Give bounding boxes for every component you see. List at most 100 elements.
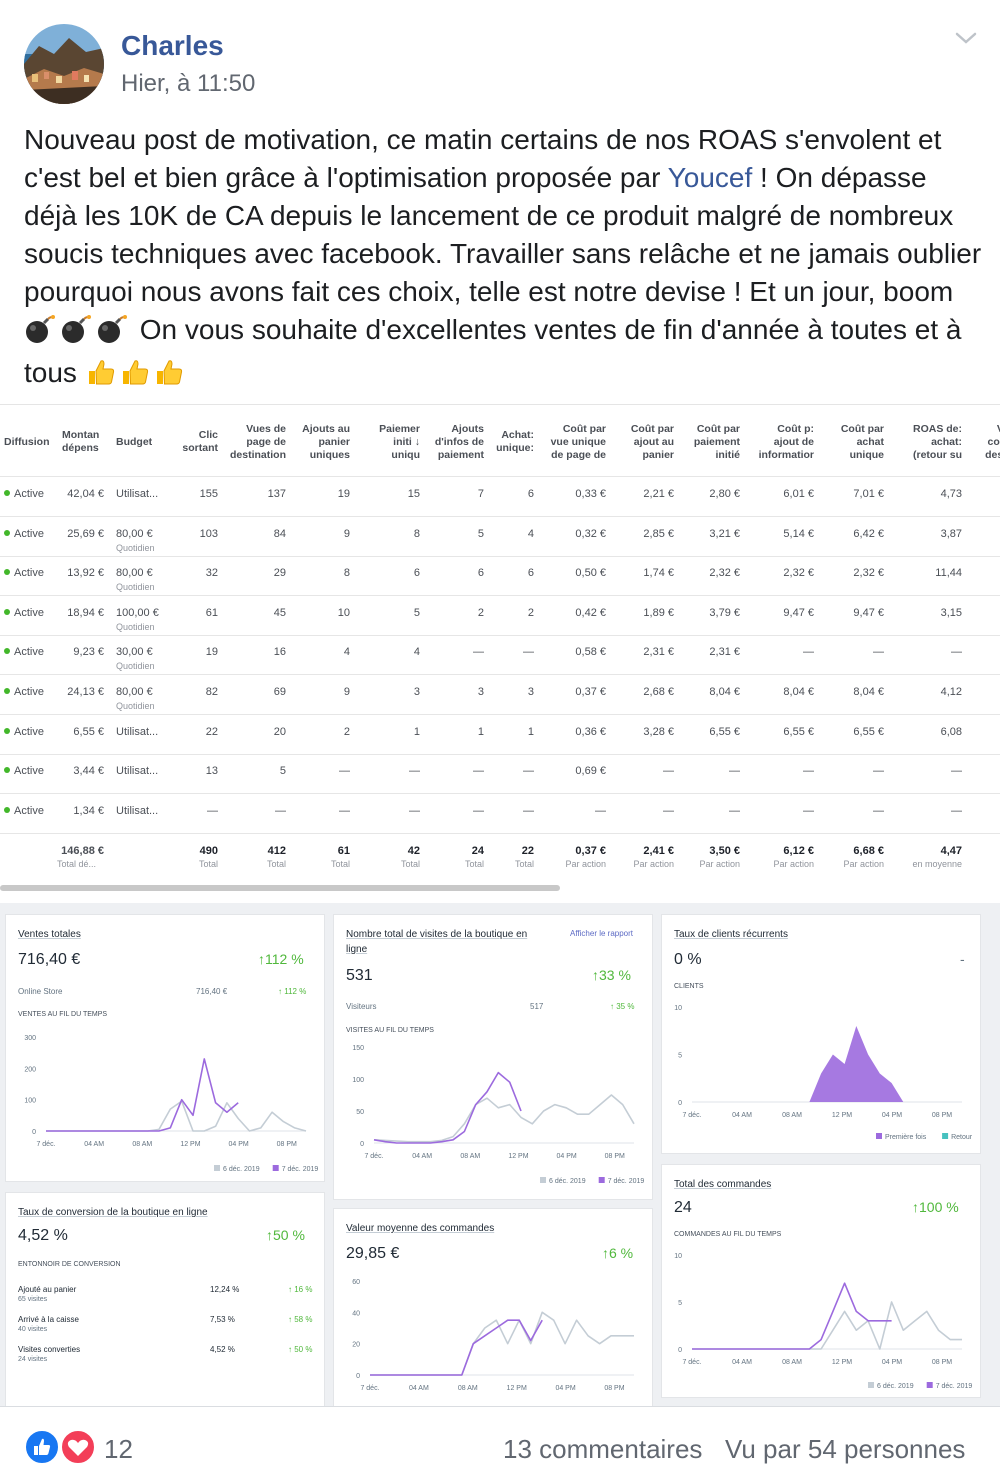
metric-cell: 103 bbox=[199, 527, 218, 540]
column-header[interactable]: Paiemer initi ↓ uniqu bbox=[379, 423, 420, 461]
metric-cell: 5 bbox=[279, 765, 286, 778]
total-value: 3,50 € bbox=[709, 845, 740, 858]
column-header[interactable]: Clic sortant bbox=[182, 429, 218, 454]
column-header[interactable]: Vues de page de destination bbox=[229, 423, 286, 461]
column-header[interactable]: Coût p: ajout de informatior bbox=[758, 423, 814, 461]
author-name[interactable]: Charles bbox=[121, 30, 224, 61]
reactions-icons[interactable] bbox=[24, 1429, 98, 1465]
x-tick-label: 04 AM bbox=[409, 1385, 429, 1392]
total-label: Par action bbox=[633, 859, 674, 870]
total-value: 6,12 € bbox=[783, 845, 814, 858]
table-row[interactable] bbox=[0, 675, 1000, 715]
legend-swatch bbox=[942, 1133, 949, 1139]
active-status-dot bbox=[4, 569, 10, 576]
x-tick-label: 04 PM bbox=[882, 1112, 902, 1119]
chevron-down-icon[interactable] bbox=[952, 28, 980, 48]
column-header[interactable]: Coût par vue unique de page de bbox=[550, 423, 606, 461]
column-header[interactable]: Coût par paiement initié bbox=[693, 423, 740, 461]
card-value: 0 % bbox=[674, 951, 702, 968]
metric-cell: 2,31 € bbox=[709, 646, 740, 659]
comments-count[interactable]: 13 commentaires bbox=[503, 1434, 703, 1464]
legend-swatch bbox=[598, 1177, 605, 1183]
metric-cell: 3 bbox=[477, 686, 484, 698]
table-row[interactable] bbox=[0, 556, 1000, 597]
visits-current-series bbox=[373, 1071, 522, 1144]
seen-by-count[interactable]: Vu par 54 personnes bbox=[725, 1434, 966, 1464]
like-icon bbox=[24, 1429, 60, 1465]
avatar[interactable] bbox=[24, 24, 104, 104]
column-header[interactable]: Coût par ajout au panier bbox=[630, 423, 674, 461]
metric-cell: — bbox=[873, 765, 884, 778]
column-header[interactable]: Val conv des a bbox=[985, 423, 1000, 461]
total-value: 4,47 bbox=[940, 845, 962, 858]
sales-chart: 300 200 100 07 déc. 04 AM 08 AM 12 PM 04 PM 08 P… bbox=[24, 1035, 318, 1173]
column-header[interactable]: Budget bbox=[116, 436, 153, 448]
table-row[interactable] bbox=[0, 477, 1000, 517]
post-image[interactable]: Diffusion Montan dépens Budget Clic sortant… bbox=[0, 404, 1000, 1406]
column-header[interactable]: Ajouts d'infos de paiement bbox=[434, 423, 484, 461]
x-tick-label: 08 AM bbox=[782, 1112, 802, 1119]
table-row[interactable] bbox=[0, 517, 1000, 557]
column-header[interactable]: Diffusion bbox=[4, 436, 50, 448]
table-row[interactable] bbox=[0, 596, 1000, 636]
column-header[interactable]: Coût par achat unique bbox=[840, 423, 884, 461]
budget-type: Quotidien bbox=[116, 661, 155, 672]
legend-swatch bbox=[926, 1382, 933, 1388]
reaction-count[interactable]: 12 bbox=[104, 1434, 133, 1464]
metric-cell: 4,12 bbox=[940, 686, 962, 698]
x-tick-label: 7 déc. bbox=[36, 1141, 55, 1148]
metric-cell: 6 bbox=[413, 567, 420, 580]
x-tick-label: 7 déc. bbox=[682, 1112, 701, 1119]
card-delta: ↑33 % bbox=[592, 967, 631, 983]
y-tick-label: 40 bbox=[352, 1310, 360, 1317]
total-value: 412 bbox=[267, 845, 286, 858]
view-report-link[interactable]: Afficher le rapport bbox=[570, 929, 633, 938]
thumbs-up-icon bbox=[85, 357, 115, 397]
active-status-dot bbox=[4, 648, 10, 655]
metric-cell: 6 bbox=[477, 567, 484, 580]
table-row[interactable] bbox=[0, 635, 1000, 676]
status-cell: Active bbox=[4, 607, 44, 619]
metric-cell: 6 bbox=[527, 488, 534, 500]
metric-cell: 7 bbox=[477, 488, 484, 500]
column-header[interactable]: ROAS de: achat: (retour su bbox=[912, 423, 962, 461]
thumbs-up-icon bbox=[153, 357, 183, 397]
metric-cell: 0,50 € bbox=[575, 567, 606, 580]
metric-cell: 2,21 € bbox=[643, 488, 674, 500]
column-header[interactable]: Achat: unique: bbox=[496, 429, 534, 454]
total-label: Total bbox=[266, 859, 286, 870]
y-tick-label: 50 bbox=[356, 1109, 364, 1116]
returning-chart: 10 5 07 déc. 04 AM 08 AM 12 PM 04 PM 08 PM Premi… bbox=[674, 1005, 973, 1141]
x-tick-label: 04 AM bbox=[732, 1112, 752, 1119]
table-row[interactable] bbox=[0, 794, 1000, 834]
budget-type: Quotidien bbox=[116, 701, 155, 711]
metric-cell: — bbox=[473, 646, 484, 659]
metric-cell: 6,55 € bbox=[783, 725, 814, 738]
mention-link[interactable]: Youcef bbox=[667, 162, 753, 193]
x-tick-label: 7 déc. bbox=[682, 1359, 701, 1366]
metric-cell: — bbox=[951, 804, 962, 817]
metric-cell: 1 bbox=[527, 725, 534, 738]
column-header[interactable]: Montan dépens bbox=[62, 429, 100, 454]
metric-cell: 10 bbox=[337, 606, 350, 619]
metric-cell: 3,79 € bbox=[709, 606, 740, 619]
funnel-step-rate: 4,52 % bbox=[210, 1345, 235, 1354]
x-tick-label: 7 déc. bbox=[360, 1385, 379, 1392]
y-tick-label: 100 bbox=[352, 1077, 364, 1084]
metric-cell: 2 bbox=[527, 606, 534, 619]
column-header[interactable]: Ajouts au panier uniques bbox=[302, 423, 350, 461]
amount-spent-cell: 25,69 € bbox=[67, 527, 104, 540]
table-row[interactable] bbox=[0, 715, 1000, 755]
funnel-step-rate: 12,24 % bbox=[210, 1285, 240, 1294]
metric-cell: 6,55 € bbox=[853, 725, 884, 738]
post-timestamp[interactable]: Hier, à 11:50 bbox=[121, 70, 256, 97]
funnel-step-visits: 24 visites bbox=[18, 1356, 48, 1363]
active-status-dot bbox=[4, 727, 10, 734]
card-delta: ↑6 % bbox=[602, 1245, 634, 1261]
metric-cell: 9,47 € bbox=[853, 606, 884, 619]
card-value: 4,52 % bbox=[18, 1227, 68, 1244]
budget-cell: 80,00 € bbox=[116, 527, 153, 540]
metric-cell: 5 bbox=[413, 606, 420, 619]
table-row[interactable] bbox=[0, 754, 1000, 795]
metric-cell: 6 bbox=[527, 567, 534, 580]
